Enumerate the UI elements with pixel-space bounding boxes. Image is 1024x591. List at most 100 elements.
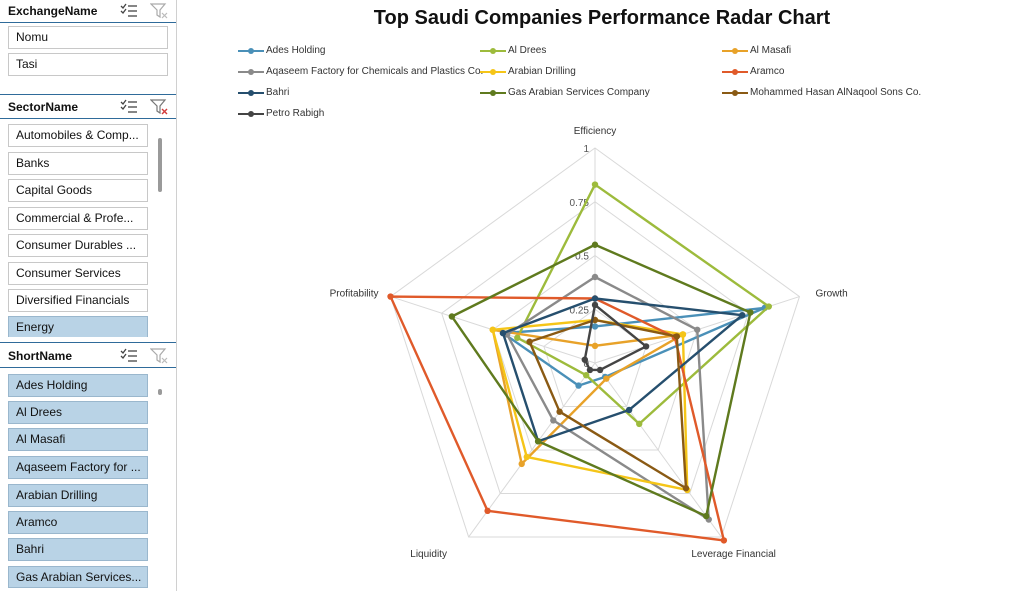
legend-swatch bbox=[238, 48, 264, 54]
clear-filter-icon[interactable] bbox=[150, 99, 168, 115]
series-point bbox=[575, 382, 582, 389]
grid-ring bbox=[441, 201, 749, 494]
slicer-item-bahri[interactable]: Bahri bbox=[8, 538, 148, 561]
series-point bbox=[499, 329, 507, 337]
exchange-slicer-header: ExchangeName bbox=[0, 0, 176, 23]
slicer-divider bbox=[0, 94, 176, 95]
series-point bbox=[586, 366, 594, 374]
series-point bbox=[387, 293, 394, 300]
grid-ring bbox=[389, 147, 801, 538]
exchange-slicer-title: ExchangeName bbox=[8, 4, 98, 18]
slicer-item-banks[interactable]: Banks bbox=[8, 152, 148, 175]
series-line bbox=[491, 318, 689, 492]
multi-select-icon[interactable] bbox=[120, 348, 138, 364]
series-point bbox=[642, 343, 650, 350]
slicer-item-tasi[interactable]: Tasi bbox=[8, 53, 168, 76]
slicer-panel: ExchangeName Nomu Tasi SectorName bbox=[0, 0, 177, 591]
slicer-item-nomu[interactable]: Nomu bbox=[8, 26, 168, 49]
series-point bbox=[679, 331, 687, 338]
short-slicer-header: ShortName bbox=[0, 345, 176, 368]
tick-label: 0.75 bbox=[570, 198, 590, 209]
legend-label: Arabian Drilling bbox=[508, 66, 576, 77]
slicer-item-automobiles[interactable]: Automobiles & Comp... bbox=[8, 124, 148, 147]
legend-swatch bbox=[238, 69, 264, 75]
slicer-item-al-drees[interactable]: Al Drees bbox=[8, 401, 148, 424]
legend-swatch bbox=[722, 48, 748, 54]
series-point bbox=[581, 356, 588, 363]
series-line bbox=[516, 183, 771, 426]
series-point bbox=[526, 338, 533, 345]
series-line bbox=[528, 318, 688, 490]
sector-scrollbar[interactable] bbox=[158, 138, 162, 198]
slicer-item-energy[interactable]: Energy bbox=[8, 316, 148, 337]
series-point bbox=[703, 512, 710, 520]
series-point bbox=[582, 371, 590, 379]
series-line bbox=[583, 303, 648, 372]
axis-label: Leverage Financial bbox=[691, 549, 776, 560]
slicer-item-diversified-financials[interactable]: Diversified Financials bbox=[8, 289, 148, 312]
series-point bbox=[625, 406, 633, 414]
series-point bbox=[591, 301, 599, 309]
tick-label: 1 bbox=[583, 144, 589, 155]
clear-filter-icon[interactable] bbox=[150, 348, 168, 364]
slicer-item-ades-holding[interactable]: Ades Holding bbox=[8, 374, 148, 397]
series-point bbox=[591, 181, 599, 188]
series-point bbox=[739, 311, 746, 319]
series-point bbox=[489, 326, 496, 333]
legend-swatch bbox=[722, 69, 748, 75]
series-point bbox=[596, 366, 604, 374]
short-scroll-thumb[interactable] bbox=[158, 389, 162, 395]
sector-slicer-header: SectorName bbox=[0, 96, 176, 119]
slicer-item-commercial[interactable]: Commercial & Profe... bbox=[8, 207, 148, 230]
series-point bbox=[591, 241, 599, 248]
sector-scroll-thumb[interactable] bbox=[158, 138, 162, 192]
series-point bbox=[448, 313, 456, 320]
series-line bbox=[389, 295, 726, 542]
series-point bbox=[765, 303, 773, 310]
short-slicer: ShortName Ades Holding Al Drees Al Masaf… bbox=[0, 345, 176, 591]
slicer-item-capital-goods[interactable]: Capital Goods bbox=[8, 179, 148, 202]
sector-slicer: SectorName Automobiles & Comp... Banks C… bbox=[0, 96, 176, 340]
tick-label: 0.5 bbox=[575, 252, 589, 263]
legend-label: Mohammed Hasan AlNaqool Sons Co. bbox=[750, 87, 922, 98]
slicer-item-gas-arabian[interactable]: Gas Arabian Services... bbox=[8, 566, 148, 588]
series-point bbox=[591, 295, 599, 302]
legend-label: Gas Arabian Services Company bbox=[508, 87, 650, 98]
exchange-slicer: ExchangeName Nomu Tasi bbox=[0, 0, 176, 92]
axis-label: Liquidity bbox=[410, 549, 447, 560]
slicer-item-arabian-drilling[interactable]: Arabian Drilling bbox=[8, 484, 148, 507]
legend-label: Al Drees bbox=[508, 45, 547, 56]
multi-select-icon[interactable] bbox=[120, 99, 138, 115]
series-point bbox=[484, 507, 491, 515]
axis-label: Growth bbox=[815, 289, 847, 300]
series-point bbox=[550, 417, 557, 424]
legend-label: Al Masafi bbox=[750, 45, 792, 56]
series-point bbox=[534, 438, 542, 445]
tick-label: 0.25 bbox=[570, 305, 590, 316]
series-line bbox=[450, 243, 752, 518]
chart-title: Top Saudi Companies Performance Radar Ch… bbox=[373, 7, 831, 29]
series-point bbox=[591, 342, 599, 349]
slicer-item-aramco[interactable]: Aramco bbox=[8, 511, 148, 534]
short-scrollbar[interactable] bbox=[158, 389, 162, 397]
slicer-item-aqaseem[interactable]: Aqaseem Factory for ... bbox=[8, 456, 148, 479]
series-point bbox=[673, 333, 680, 340]
axis-label: Profitability bbox=[330, 289, 379, 300]
clear-filter-icon[interactable] bbox=[150, 3, 168, 19]
legend-swatch bbox=[238, 111, 264, 117]
series-point bbox=[720, 537, 728, 544]
legend-swatch bbox=[722, 90, 748, 96]
series-point bbox=[694, 326, 701, 333]
legend-label: Bahri bbox=[266, 87, 290, 98]
legend-label: Ades Holding bbox=[266, 45, 326, 56]
slicer-item-al-masafi[interactable]: Al Masafi bbox=[8, 428, 148, 451]
legend-swatch bbox=[480, 90, 506, 96]
slicer-item-consumer-services[interactable]: Consumer Services bbox=[8, 262, 148, 285]
series-point bbox=[591, 273, 599, 281]
slicer-item-consumer-durables[interactable]: Consumer Durables ... bbox=[8, 234, 148, 257]
series-point bbox=[591, 323, 599, 330]
multi-select-icon[interactable] bbox=[120, 3, 138, 19]
short-slicer-title: ShortName bbox=[8, 349, 73, 363]
legend-swatch bbox=[480, 69, 506, 75]
